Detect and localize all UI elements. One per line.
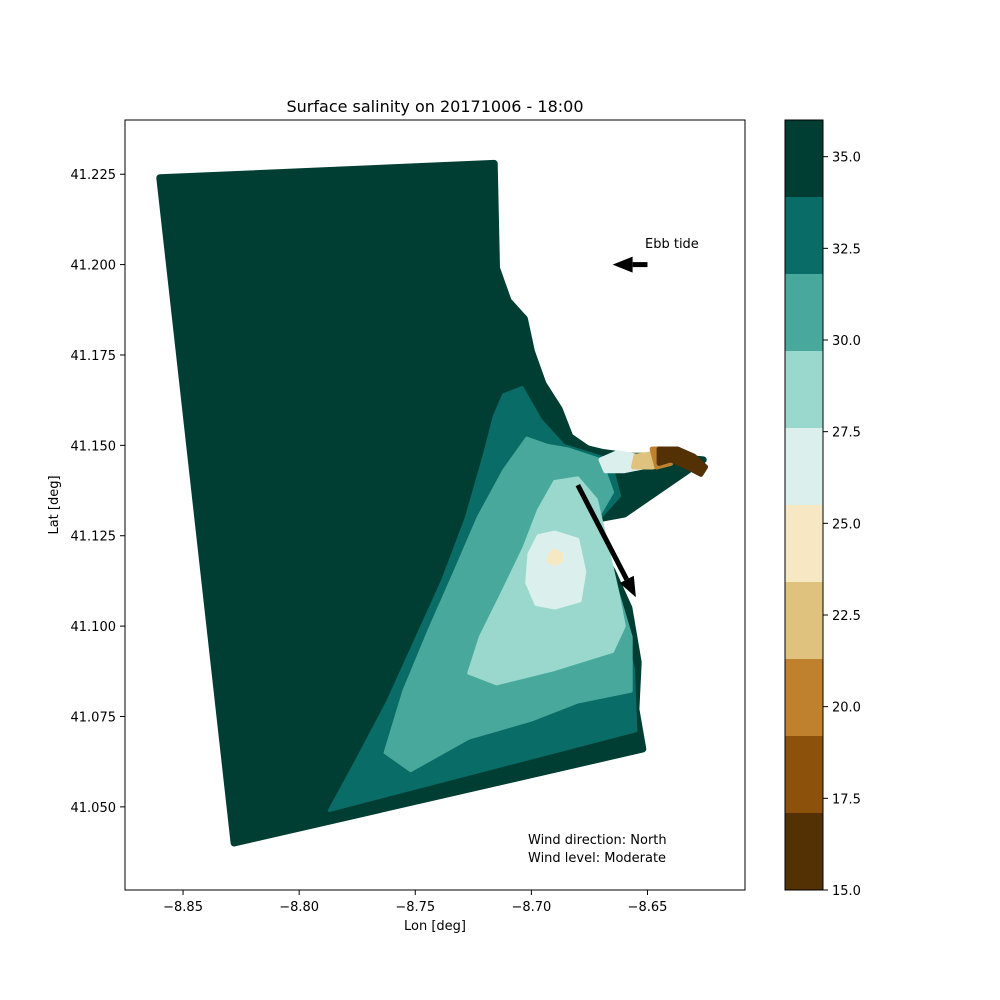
colorbar-tick-label: 15.0 (832, 884, 861, 899)
wind-level-label: Wind level: Moderate (528, 851, 666, 866)
colorbar-tick-label: 17.5 (832, 792, 861, 807)
y-axis-label: Lat [deg] (47, 475, 62, 534)
ebb-tide-arrow (612, 256, 648, 273)
colorbar-band (785, 659, 823, 736)
y-axis-ticks: 41.050 41.075 41.100 41.125 41.150 41.175 41.2… (71, 168, 125, 816)
chart-title: Surface salinity on 20171006 - 18:00 (287, 97, 584, 116)
colorbar-tick-label: 20.0 (832, 701, 861, 716)
plot-frame (124, 119, 746, 891)
colorbar-band (785, 274, 823, 351)
plot-area (156, 159, 708, 847)
colorbar-band (785, 505, 823, 582)
colorbar-tick-label: 32.5 (832, 242, 861, 257)
colorbar-tick-label: 35.0 (832, 151, 861, 166)
y-tick-label: 41.100 (71, 620, 117, 635)
ebb-tide-label: Ebb tide (645, 237, 699, 252)
y-tick-label: 41.125 (71, 530, 117, 545)
colorbar-band (785, 351, 823, 428)
colorbar-frame (784, 119, 824, 891)
y-tick-label: 41.175 (71, 349, 117, 364)
salinity-zone-4 (525, 530, 587, 610)
colorbar (784, 119, 824, 891)
y-tick-label: 41.150 (71, 439, 117, 454)
colorbar-tick-label: 27.5 (832, 426, 861, 441)
colorbar-band (785, 736, 823, 813)
river-zone-3 (656, 446, 708, 477)
y-tick-label: 41.075 (71, 710, 117, 725)
colorbar-band (785, 120, 823, 197)
x-tick-label: −8.65 (628, 900, 668, 915)
wind-arrow (575, 483, 636, 598)
y-tick-label: 41.050 (71, 801, 117, 816)
x-tick-label: −8.70 (511, 900, 551, 915)
y-tick-label: 41.225 (71, 168, 117, 183)
colorbar-band (785, 813, 823, 890)
colorbar-ticks: 15.0 17.5 20.0 22.5 25.0 27.5 30.0 32.5 35.0 (823, 151, 861, 899)
colorbar-tick-label: 30.0 (832, 334, 861, 349)
wind-direction-label: Wind direction: North (528, 833, 667, 848)
colorbar-band (785, 428, 823, 505)
colorbar-band (785, 197, 823, 274)
colorbar-band (785, 582, 823, 659)
colorbar-tick-label: 25.0 (832, 517, 861, 532)
y-tick-label: 41.200 (71, 259, 117, 274)
x-axis-ticks: −8.85 −8.80 −8.75 −8.70 −8.65 (163, 890, 667, 915)
x-tick-label: −8.80 (279, 900, 319, 915)
x-tick-label: −8.75 (395, 900, 435, 915)
x-axis-label: Lon [deg] (404, 919, 466, 934)
colorbar-tick-label: 22.5 (832, 609, 861, 624)
x-tick-label: −8.85 (163, 900, 203, 915)
salinity-zone-5 (546, 548, 564, 567)
